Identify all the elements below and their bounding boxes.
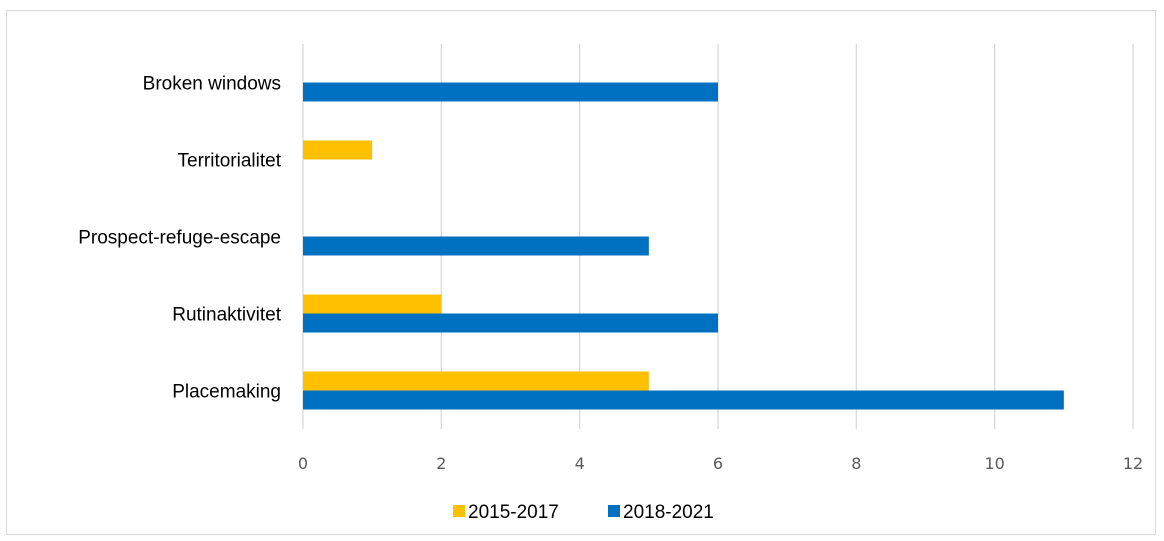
legend-swatch bbox=[453, 505, 465, 517]
bar-2015-2017 bbox=[303, 371, 649, 391]
bar-2018-2021 bbox=[303, 82, 718, 102]
category-label: Rutinaktivitet bbox=[172, 305, 281, 326]
legend-swatch bbox=[608, 505, 620, 517]
category-label: Placemaking bbox=[172, 382, 281, 403]
x-tick-label: 12 bbox=[1123, 454, 1143, 473]
bar-2018-2021 bbox=[303, 390, 1064, 410]
category-label: Prospect-refuge-escape bbox=[78, 228, 281, 249]
legend-label: 2018-2021 bbox=[623, 502, 714, 523]
x-axis-tick-labels: 0 2 4 6 8 10 12 bbox=[298, 454, 1143, 473]
bar-2018-2021 bbox=[303, 236, 649, 256]
x-tick-label: 8 bbox=[851, 454, 861, 473]
bar-2015-2017 bbox=[303, 294, 442, 314]
legend-label: 2015-2017 bbox=[468, 502, 559, 523]
gridlines bbox=[302, 44, 1134, 429]
x-tick-label: 6 bbox=[713, 454, 723, 473]
bar-2015-2017 bbox=[303, 140, 373, 160]
x-tick-label: 2 bbox=[436, 454, 446, 473]
bars bbox=[303, 82, 1064, 410]
category-label: Broken windows bbox=[143, 74, 281, 95]
bar-2018-2021 bbox=[303, 313, 718, 333]
x-tick-label: 4 bbox=[575, 454, 585, 473]
x-tick-label: 0 bbox=[298, 454, 308, 473]
legend: 2015-2017 2018-2021 bbox=[453, 502, 714, 523]
category-labels: Broken windows Territorialitet Prospect-re… bbox=[78, 74, 281, 403]
x-tick-label: 10 bbox=[984, 454, 1004, 473]
category-label: Territorialitet bbox=[178, 151, 282, 172]
